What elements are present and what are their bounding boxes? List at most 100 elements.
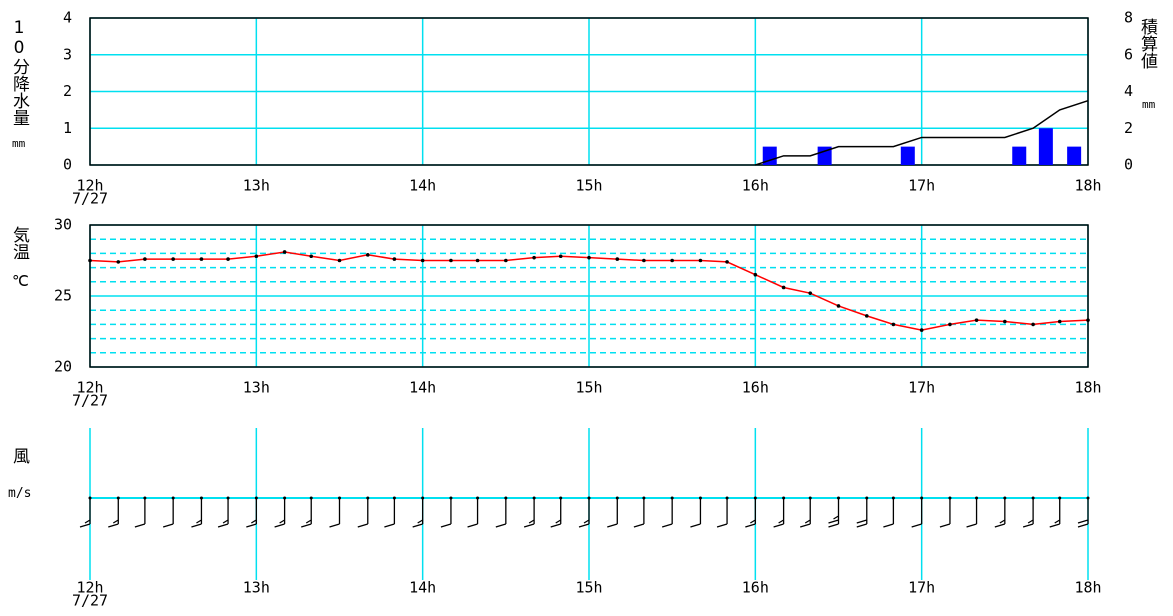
plot-frame bbox=[89, 224, 1089, 368]
x-tick-label: 16h bbox=[742, 579, 769, 597]
wind-barb bbox=[329, 498, 341, 528]
y-tick-label: 2 bbox=[63, 82, 72, 100]
y-tick-label: 25 bbox=[54, 287, 72, 305]
y2-tick-label: 4 bbox=[1124, 82, 1133, 100]
point bbox=[365, 253, 370, 257]
point bbox=[558, 254, 563, 259]
wind-barb bbox=[773, 498, 785, 528]
wind-barb bbox=[274, 498, 286, 528]
y-tick-label: 30 bbox=[54, 216, 72, 234]
point bbox=[449, 258, 453, 263]
point bbox=[88, 258, 92, 263]
point bbox=[282, 250, 287, 254]
y2-label: 積算値 bbox=[1137, 18, 1157, 69]
x-tick-label: 15h bbox=[575, 177, 602, 195]
wind-barb bbox=[357, 498, 369, 528]
y-unit: m/s bbox=[8, 486, 32, 501]
wind-barb bbox=[108, 498, 119, 528]
x-tick-label: 15h bbox=[575, 579, 602, 597]
point bbox=[670, 258, 674, 263]
point bbox=[475, 258, 480, 263]
point bbox=[1003, 319, 1007, 324]
wind-barb bbox=[246, 498, 257, 528]
point bbox=[143, 257, 147, 261]
y-tick-label: 20 bbox=[54, 358, 72, 376]
wind-barb bbox=[412, 498, 424, 528]
wind-barb bbox=[1077, 498, 1089, 528]
wind-barb bbox=[1022, 498, 1034, 528]
x-tick-label: 12h bbox=[76, 379, 103, 397]
x-tick-label: 14h bbox=[409, 379, 436, 397]
wind-barb bbox=[301, 498, 312, 528]
point bbox=[642, 258, 646, 263]
date-label: 7/27 bbox=[72, 190, 108, 208]
y2-tick-label: 0 bbox=[1124, 156, 1133, 174]
point bbox=[116, 260, 121, 264]
x-tick-label: 16h bbox=[742, 177, 769, 195]
wind-barb bbox=[495, 498, 507, 528]
line bbox=[755, 99, 1089, 166]
y-tick-label: 1 bbox=[63, 119, 72, 137]
point bbox=[974, 318, 979, 322]
x-tick-label: 18h bbox=[1074, 379, 1101, 397]
bar bbox=[1012, 146, 1027, 165]
wind-barb bbox=[550, 498, 562, 528]
wind-barb bbox=[661, 498, 673, 528]
x-tick-label: 17h bbox=[908, 579, 935, 597]
point bbox=[615, 257, 620, 261]
wind-barb bbox=[883, 498, 895, 528]
y-unit: ℃ bbox=[12, 272, 29, 290]
wind-barb bbox=[578, 498, 590, 528]
point bbox=[753, 272, 758, 277]
x-tick-label: 15h bbox=[575, 379, 602, 397]
x-tick-label: 14h bbox=[409, 177, 436, 195]
x-tick-label: 16h bbox=[742, 379, 769, 397]
x-tick-label: 13h bbox=[243, 579, 270, 597]
y-tick-label: 0 bbox=[63, 156, 72, 174]
point bbox=[919, 328, 924, 332]
point bbox=[1086, 318, 1090, 322]
wind-barb bbox=[633, 498, 645, 528]
point bbox=[891, 322, 896, 327]
x-tick-label: 17h bbox=[908, 379, 935, 397]
point bbox=[254, 254, 259, 259]
wind-barb bbox=[384, 498, 396, 528]
wind-barb bbox=[440, 498, 452, 528]
y-label: 10分降水量 bbox=[9, 18, 29, 126]
wind-barb bbox=[994, 498, 1006, 528]
y-label: 気温 bbox=[9, 226, 29, 260]
point bbox=[698, 258, 703, 263]
point bbox=[171, 257, 175, 261]
point bbox=[587, 255, 591, 260]
point bbox=[420, 258, 425, 263]
point bbox=[864, 314, 869, 318]
wind-barb bbox=[716, 498, 728, 528]
point bbox=[337, 258, 342, 263]
wind-barb bbox=[856, 498, 868, 528]
wind-barb bbox=[800, 498, 811, 528]
x-tick-label: 18h bbox=[1074, 579, 1101, 597]
point bbox=[309, 254, 314, 259]
wind-barb bbox=[217, 498, 229, 528]
y2-tick-label: 2 bbox=[1124, 119, 1133, 137]
point bbox=[392, 257, 397, 261]
x-tick-label: 13h bbox=[243, 379, 270, 397]
wind-barb bbox=[162, 498, 174, 528]
date-label: 7/27 bbox=[72, 592, 108, 610]
x-tick-label: 18h bbox=[1074, 177, 1101, 195]
wind-barb bbox=[134, 498, 146, 528]
wind-barb bbox=[966, 498, 978, 528]
wind-barb bbox=[79, 498, 91, 528]
wind-barb bbox=[828, 498, 840, 528]
point bbox=[226, 257, 230, 261]
wind-barb bbox=[939, 498, 951, 528]
bar bbox=[900, 146, 915, 165]
point bbox=[1057, 319, 1062, 324]
point bbox=[504, 258, 508, 263]
x-tick-label: 12h bbox=[76, 177, 103, 195]
date-label: 7/27 bbox=[72, 392, 108, 410]
wind-barb bbox=[911, 498, 923, 528]
y-label: 風 bbox=[9, 447, 29, 464]
wind-barb bbox=[1049, 498, 1061, 528]
